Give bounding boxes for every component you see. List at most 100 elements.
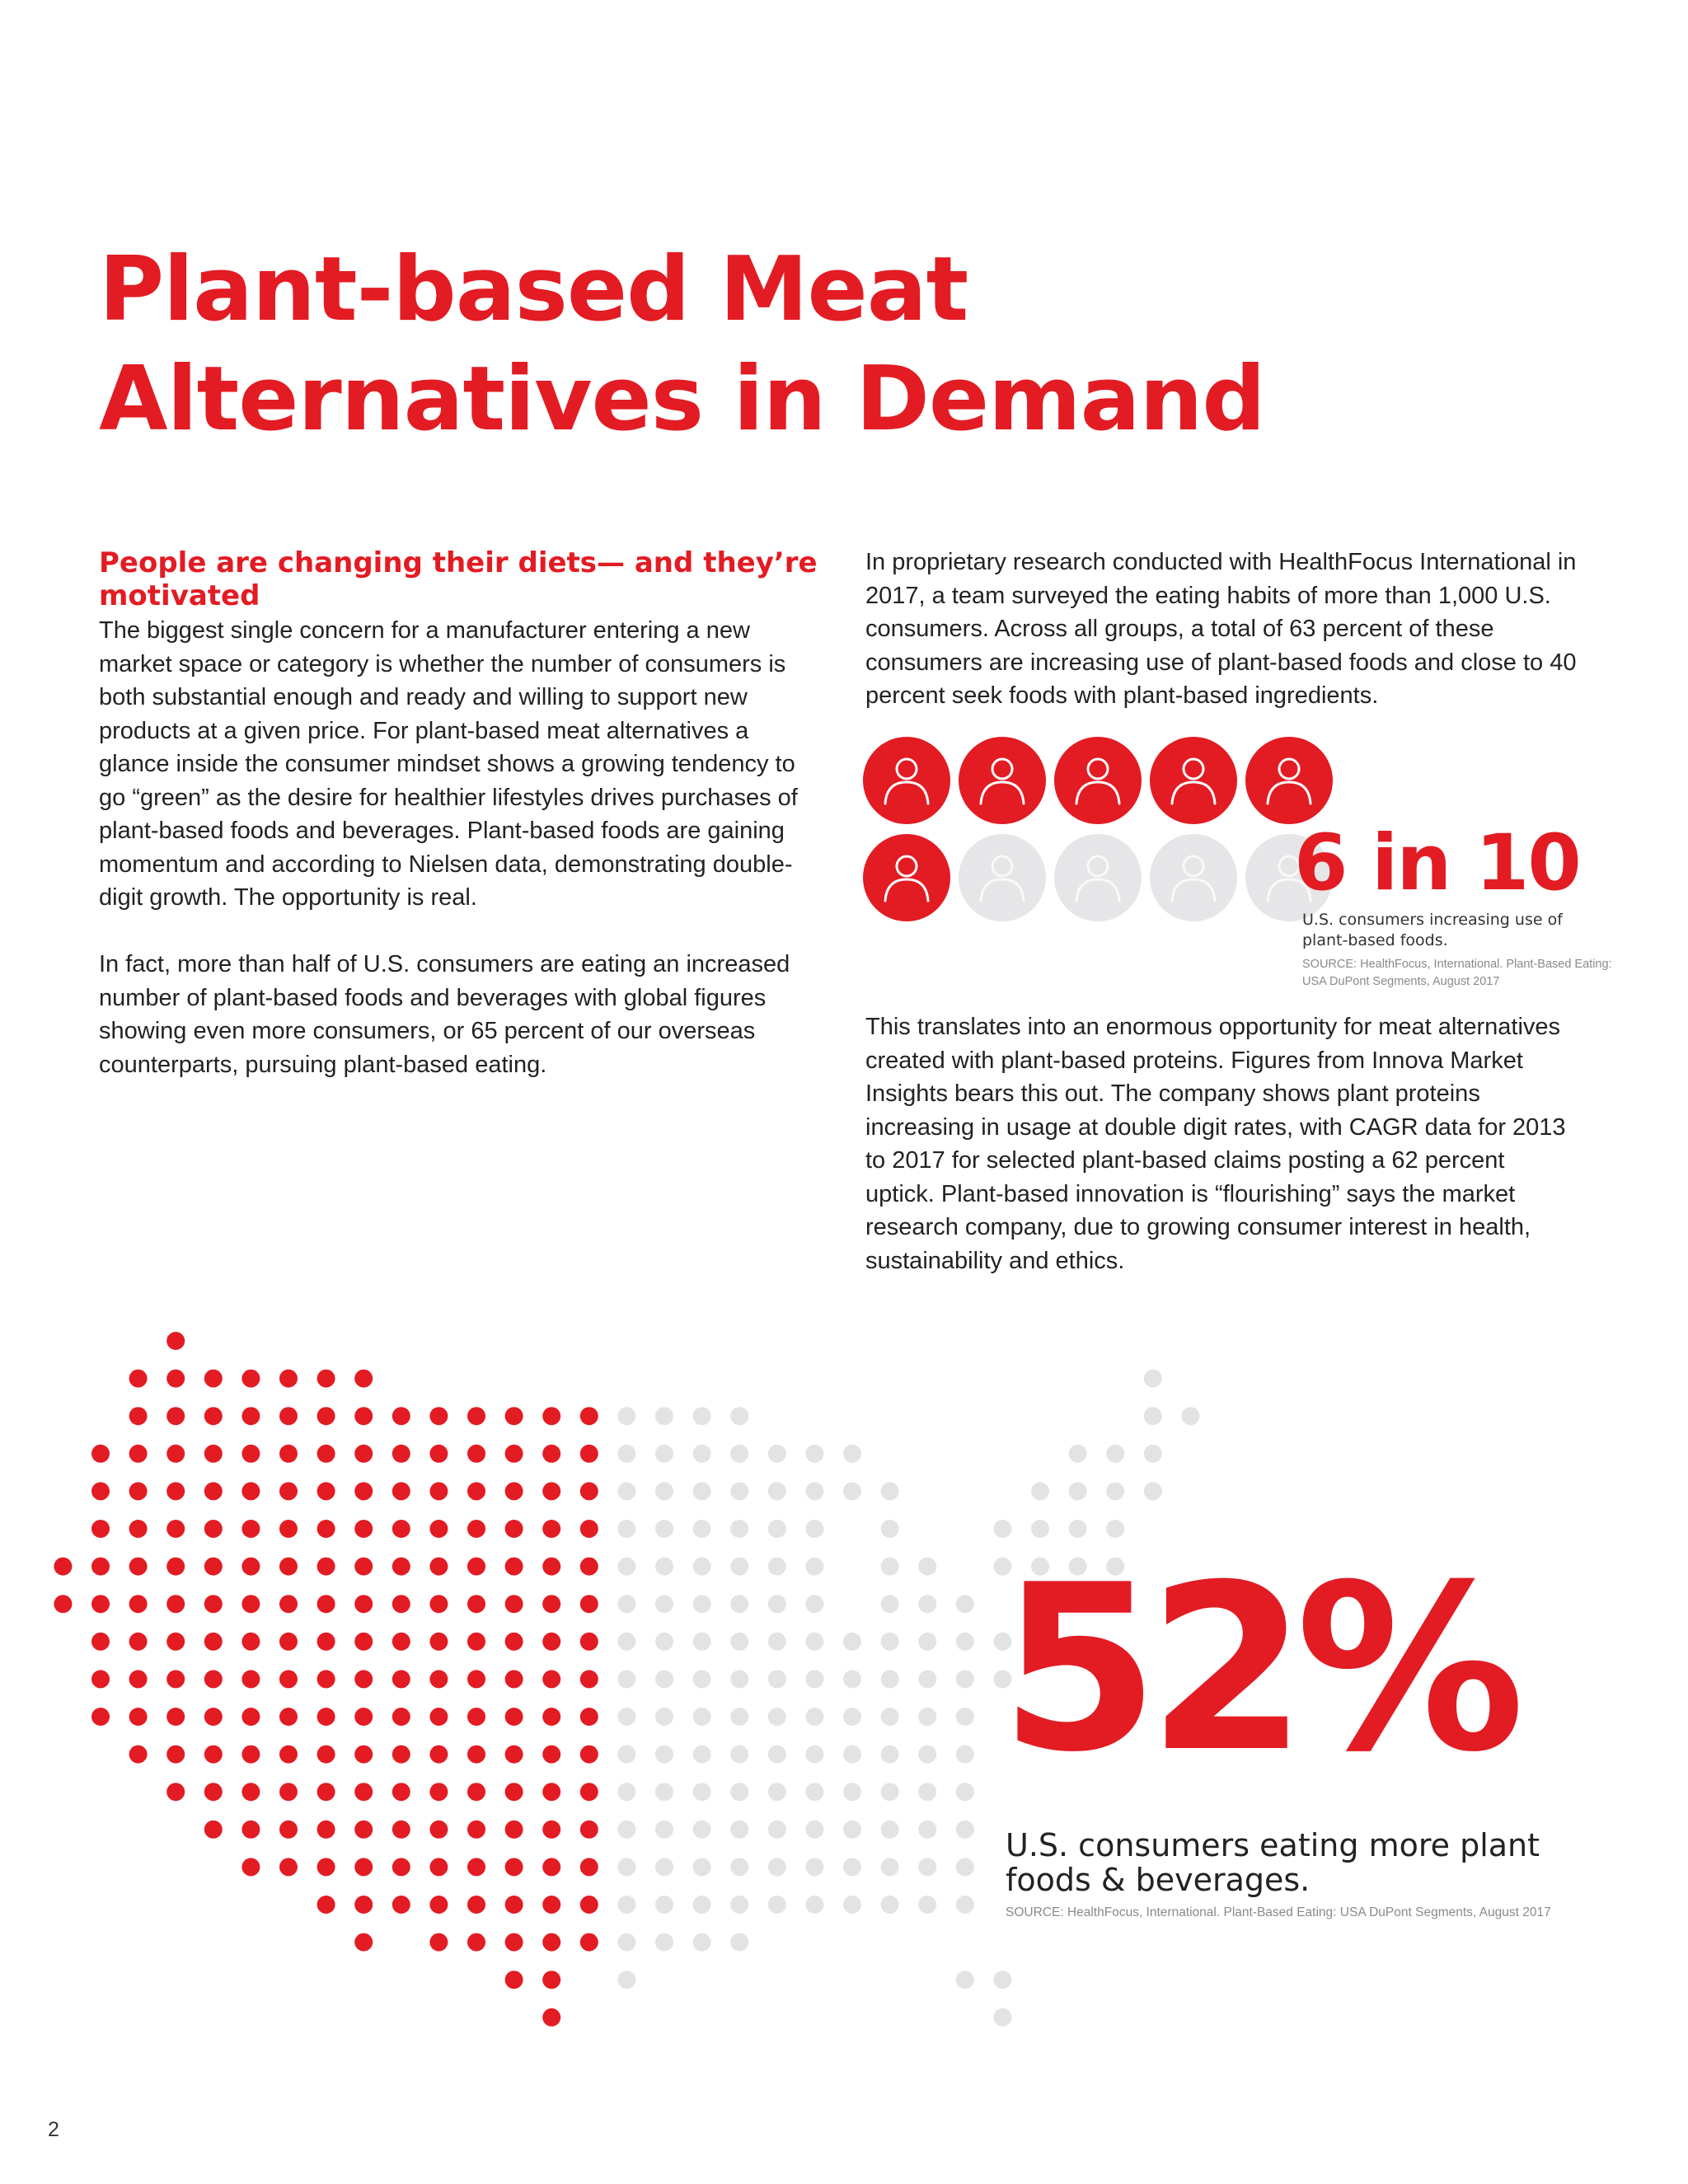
map-dot [617, 1520, 636, 1538]
map-dot [880, 1783, 899, 1802]
map-dot-highlighted [354, 1407, 373, 1426]
map-dot-highlighted [542, 2008, 561, 2027]
map-dot-highlighted [429, 1783, 448, 1802]
map-dot [730, 1595, 749, 1614]
map-dot [918, 1783, 937, 1802]
map-dot-highlighted [204, 1670, 223, 1689]
map-dot [843, 1444, 861, 1463]
map-dot [843, 1482, 861, 1501]
map-dot [730, 1708, 749, 1726]
map-dot-highlighted [354, 1820, 373, 1839]
fifty-two-percent-source: SOURCE: HealthFocus, International. Plan… [1006, 1905, 1551, 1919]
map-dot-highlighted [542, 1820, 561, 1839]
map-dot [843, 1896, 861, 1914]
map-dot [655, 1858, 673, 1877]
map-dot-highlighted [504, 1896, 523, 1914]
map-dot [805, 1820, 824, 1839]
map-dot-highlighted [91, 1632, 110, 1651]
map-dot-highlighted [392, 1444, 410, 1463]
map-dot [993, 1557, 1012, 1576]
map-dot [993, 1520, 1012, 1538]
map-dot-highlighted [241, 1858, 260, 1877]
map-dot [880, 1745, 899, 1764]
map-dot-highlighted [241, 1482, 260, 1501]
map-dot-highlighted [579, 1557, 598, 1576]
map-dot-highlighted [129, 1670, 148, 1689]
map-dot-highlighted [467, 1670, 485, 1689]
map-dot [918, 1595, 937, 1614]
map-dot [730, 1896, 749, 1914]
map-dot-highlighted [542, 1407, 561, 1426]
map-dot [655, 1896, 673, 1914]
map-dot-highlighted [579, 1783, 598, 1802]
map-dot [993, 1971, 1012, 1990]
map-dot-highlighted [241, 1708, 260, 1726]
map-dot [918, 1858, 937, 1877]
map-dot [918, 1670, 937, 1689]
map-dot-highlighted [204, 1557, 223, 1576]
map-dot [918, 1557, 937, 1576]
map-dot [655, 1444, 673, 1463]
map-dot [617, 1670, 636, 1689]
map-dot-highlighted [91, 1557, 110, 1576]
map-dot-highlighted [166, 1708, 185, 1726]
map-dot [655, 1820, 673, 1839]
map-dot [767, 1670, 786, 1689]
six-in-ten-label: U.S. consumers increasing use of plant-b… [1302, 911, 1563, 949]
map-dot-highlighted [166, 1520, 185, 1538]
map-dot-highlighted [579, 1708, 598, 1726]
map-dot-highlighted [467, 1858, 485, 1877]
map-dot-highlighted [392, 1407, 410, 1426]
map-dot [767, 1896, 786, 1914]
map-dot [692, 1407, 711, 1426]
map-dot-highlighted [392, 1858, 410, 1877]
map-dot [805, 1896, 824, 1914]
map-dot-highlighted [316, 1670, 335, 1689]
map-dot [730, 1632, 749, 1651]
person-icon [1054, 737, 1142, 824]
map-dot-highlighted [241, 1632, 260, 1651]
map-dot [1106, 1557, 1125, 1576]
fifty-two-percent-label: U.S. consumers eating more plant foods &… [1006, 1827, 1540, 1898]
map-dot [805, 1745, 824, 1764]
map-dot [880, 1820, 899, 1839]
map-dot [617, 1933, 636, 1952]
map-dot [767, 1520, 786, 1538]
map-dot-highlighted [354, 1369, 373, 1388]
map-dot [805, 1632, 824, 1651]
map-dot [767, 1482, 786, 1501]
map-dot [767, 1632, 786, 1651]
map-dot [655, 1745, 673, 1764]
map-dot-highlighted [279, 1820, 298, 1839]
map-dot-highlighted [504, 1520, 523, 1538]
map-dot [955, 1971, 974, 1990]
map-dot-highlighted [542, 1783, 561, 1802]
map-dot-highlighted [54, 1557, 73, 1576]
map-dot-highlighted [279, 1407, 298, 1426]
map-dot-highlighted [504, 1444, 523, 1463]
map-dot-highlighted [467, 1632, 485, 1651]
map-dot [655, 1520, 673, 1538]
map-dot-highlighted [354, 1632, 373, 1651]
map-dot [730, 1670, 749, 1689]
map-dot [1106, 1482, 1125, 1501]
map-dot-highlighted [429, 1444, 448, 1463]
map-dot [730, 1783, 749, 1802]
map-dot-highlighted [241, 1670, 260, 1689]
map-dot-highlighted [392, 1632, 410, 1651]
map-dot-highlighted [542, 1632, 561, 1651]
map-dot-highlighted [579, 1820, 598, 1839]
map-dot-highlighted [241, 1595, 260, 1614]
map-dot-highlighted [279, 1369, 298, 1388]
person-icon [1245, 834, 1333, 921]
map-dot-highlighted [54, 1595, 73, 1614]
map-dot-highlighted [129, 1595, 148, 1614]
map-dot [617, 1595, 636, 1614]
map-dot-highlighted [204, 1632, 223, 1651]
map-dot [730, 1933, 749, 1952]
map-dot-highlighted [166, 1670, 185, 1689]
map-dot-highlighted [429, 1820, 448, 1839]
map-dot [955, 1632, 974, 1651]
map-dot-highlighted [316, 1595, 335, 1614]
map-dot-highlighted [91, 1444, 110, 1463]
